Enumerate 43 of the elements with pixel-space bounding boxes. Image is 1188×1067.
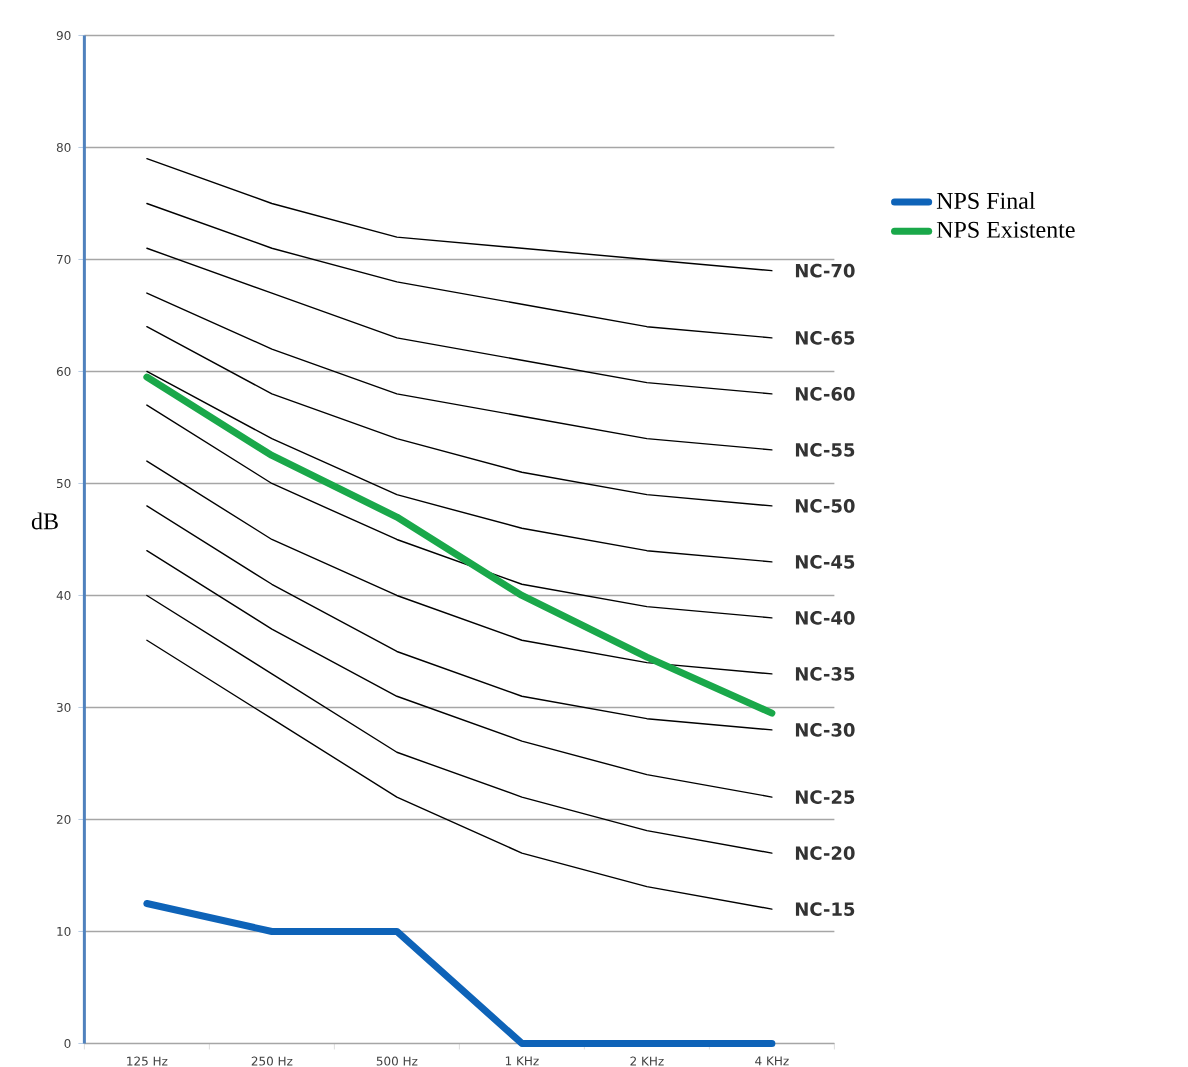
legend-label: NPS Existente xyxy=(936,221,1075,238)
series-label: NC-60 xyxy=(795,387,855,401)
series-label: NC-35 xyxy=(795,667,855,681)
y-tick-label: 40 xyxy=(56,590,71,600)
x-tick-label: 2 KHz xyxy=(630,1056,664,1066)
y-tick-label: 0 xyxy=(64,1038,71,1048)
line-series xyxy=(146,639,773,910)
line-series xyxy=(146,370,773,563)
line-series xyxy=(146,404,773,619)
line-series xyxy=(146,505,773,731)
series-label: NC-20 xyxy=(795,846,855,860)
line-series xyxy=(146,157,773,272)
series-label: NC-50 xyxy=(795,499,855,513)
series-label: NC-55 xyxy=(795,443,855,457)
line-series xyxy=(146,460,773,675)
series-label: NC-15 xyxy=(795,902,855,916)
line-series xyxy=(146,247,773,395)
series-label: NC-25 xyxy=(795,790,855,804)
series-label: NC-70 xyxy=(795,263,855,278)
line-series xyxy=(146,292,773,451)
y-tick-label: 20 xyxy=(56,814,71,824)
y-tick-label: 60 xyxy=(56,366,71,376)
line-series xyxy=(146,594,773,854)
series-label: NC-30 xyxy=(795,723,855,737)
x-tick-label: 125 Hz xyxy=(127,1056,168,1066)
x-tick-label: 250 Hz xyxy=(251,1056,293,1066)
x-tick-label: 1 KHz xyxy=(505,1056,539,1066)
x-tick-label: 500 Hz xyxy=(376,1056,418,1066)
y-tick-label: 50 xyxy=(56,478,71,488)
line-series xyxy=(146,325,773,507)
line-series xyxy=(146,202,773,339)
y-tick-label: 80 xyxy=(56,142,71,152)
series-label: NC-40 xyxy=(795,611,855,625)
y-axis-title: dB xyxy=(31,512,58,530)
y-tick-label: 30 xyxy=(56,702,71,712)
x-tick-label: 4 KHz xyxy=(755,1056,789,1066)
legend-label: NPS Final xyxy=(936,192,1036,209)
y-tick-label: 90 xyxy=(56,30,71,40)
series-label: NC-65 xyxy=(795,331,855,345)
series-label: NC-45 xyxy=(795,555,855,569)
y-tick-label: 10 xyxy=(57,926,71,936)
line-series xyxy=(146,549,773,798)
y-tick-label: 70 xyxy=(57,254,71,264)
